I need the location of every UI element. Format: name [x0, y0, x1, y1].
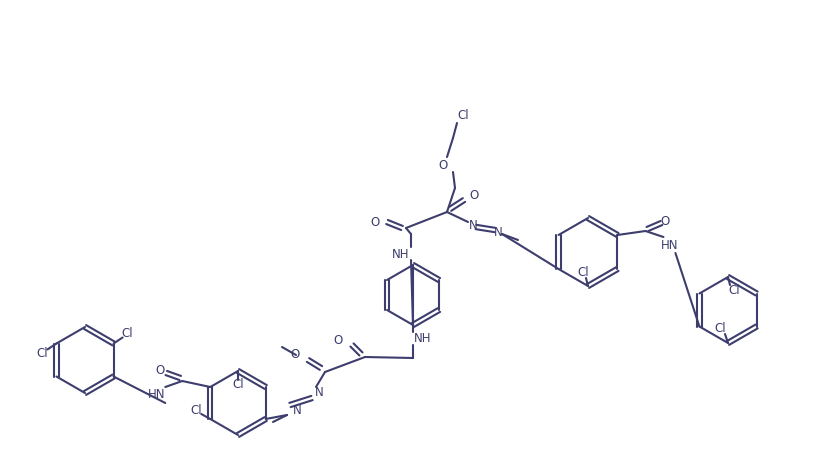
Text: N: N: [468, 218, 477, 231]
Text: Cl: Cl: [232, 378, 243, 391]
Text: N: N: [493, 226, 502, 238]
Text: NH: NH: [392, 248, 410, 260]
Text: Cl: Cl: [577, 267, 588, 279]
Text: O: O: [370, 216, 380, 228]
Text: O: O: [469, 188, 478, 201]
Text: HN: HN: [660, 238, 677, 251]
Text: HN: HN: [147, 388, 165, 401]
Text: O: O: [660, 215, 670, 228]
Text: O: O: [290, 348, 299, 361]
Text: Cl: Cl: [37, 347, 48, 360]
Text: N: N: [314, 387, 323, 399]
Text: Cl: Cl: [727, 284, 739, 297]
Text: Cl: Cl: [191, 405, 201, 417]
Text: O: O: [438, 159, 447, 171]
Text: N: N: [293, 404, 301, 416]
Text: O: O: [155, 365, 165, 377]
Text: Cl: Cl: [713, 323, 725, 336]
Text: Cl: Cl: [121, 327, 133, 340]
Text: NH: NH: [414, 331, 431, 345]
Text: O: O: [333, 334, 342, 347]
Text: Cl: Cl: [456, 109, 468, 121]
